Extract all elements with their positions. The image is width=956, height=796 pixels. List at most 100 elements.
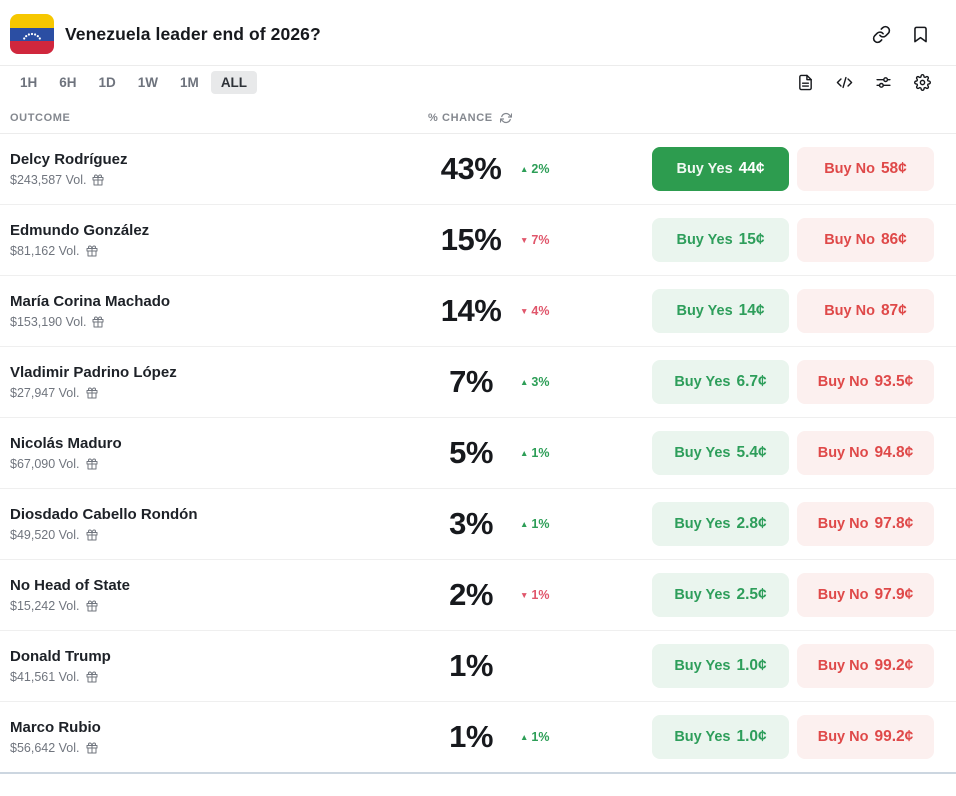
gift-icon[interactable]: [86, 742, 98, 754]
buy-yes-price: 2.5¢: [736, 586, 767, 603]
time-filter-tab-1d[interactable]: 1D: [89, 71, 126, 94]
chance-cell: 1%: [428, 648, 644, 684]
buy-no-price: 97.8¢: [874, 515, 914, 532]
outcome-name: Edmundo González: [10, 222, 150, 239]
buy-no-price: 93.5¢: [874, 373, 914, 390]
time-filter-tab-6h[interactable]: 6H: [49, 71, 86, 94]
gear-icon[interactable]: [912, 73, 932, 93]
header-actions: [869, 22, 932, 46]
time-filter-tab-all[interactable]: ALL: [210, 71, 258, 94]
time-filter-tab-1h[interactable]: 1H: [10, 71, 47, 94]
buy-no-price: 99.2¢: [874, 657, 914, 674]
bookmark-icon[interactable]: [908, 22, 932, 46]
buy-no-label: Buy No: [817, 729, 869, 745]
volume-text: $243,587 Vol.: [10, 173, 87, 187]
change-value: 7%: [531, 233, 550, 247]
buy-yes-button[interactable]: Buy Yes 1.0¢: [652, 644, 789, 688]
table-header: OUTCOME % CHANCE: [0, 99, 956, 134]
chance-cell: 3% 1%: [428, 506, 644, 542]
change-value: 3%: [531, 375, 550, 389]
gift-icon[interactable]: [86, 671, 98, 683]
buy-yes-price: 44¢: [738, 160, 765, 177]
buy-no-button[interactable]: Buy No 99.2¢: [797, 715, 934, 759]
outcome-volume: $56,642 Vol.: [10, 741, 420, 755]
view-icons: [795, 73, 932, 93]
buy-yes-label: Buy Yes: [674, 729, 731, 745]
buy-no-button[interactable]: Buy No 94.8¢: [797, 431, 934, 475]
outcome-volume: $27,947 Vol.: [10, 386, 420, 400]
section-divider: [0, 772, 956, 774]
chance-value: 1%: [449, 648, 493, 683]
table-row: Delcy Rodríguez $243,587 Vol. 43% 2% Buy…: [0, 134, 956, 205]
market-table-body: Delcy Rodríguez $243,587 Vol. 43% 2% Buy…: [0, 134, 956, 772]
outcome-cell: Diosdado Cabello Rondón $49,520 Vol.: [10, 506, 420, 542]
buy-yes-button[interactable]: Buy Yes 5.4¢: [652, 431, 789, 475]
outcome-cell: María Corina Machado $153,190 Vol.: [10, 293, 420, 329]
buy-yes-button[interactable]: Buy Yes 44¢: [652, 147, 789, 191]
chance-value: 7%: [449, 364, 493, 399]
buy-no-button[interactable]: Buy No 86¢: [797, 218, 934, 262]
change-arrow-icon: [520, 236, 528, 245]
gift-icon[interactable]: [92, 316, 104, 328]
sliders-icon[interactable]: [873, 73, 893, 93]
change-value: 2%: [531, 162, 550, 176]
gift-icon[interactable]: [92, 174, 104, 186]
gift-icon[interactable]: [86, 529, 98, 541]
buy-yes-price: 6.7¢: [736, 373, 767, 390]
refresh-icon[interactable]: [499, 112, 512, 124]
chance-cell: 15% 7%: [428, 222, 644, 258]
outcome-name: Marco Rubio: [10, 719, 101, 736]
buy-no-button[interactable]: Buy No 87¢: [797, 289, 934, 333]
volume-text: $56,642 Vol.: [10, 741, 80, 755]
change-arrow-icon: [520, 307, 528, 316]
time-filter-tab-1m[interactable]: 1M: [170, 71, 209, 94]
outcome-cell: Vladimir Padrino López $27,947 Vol.: [10, 364, 420, 400]
buy-yes-button[interactable]: Buy Yes 2.5¢: [652, 573, 789, 617]
buy-no-button[interactable]: Buy No 97.9¢: [797, 573, 934, 617]
buy-yes-button[interactable]: Buy Yes 15¢: [652, 218, 789, 262]
buy-yes-button[interactable]: Buy Yes 2.8¢: [652, 502, 789, 546]
change-value: 1%: [531, 446, 550, 460]
change-value: 1%: [531, 588, 550, 602]
document-icon[interactable]: [795, 73, 815, 93]
gift-icon[interactable]: [86, 458, 98, 470]
buy-no-button[interactable]: Buy No 99.2¢: [797, 644, 934, 688]
market-page: Venezuela leader end of 2026? 1H 6H 1D 1W 1M…: [0, 0, 956, 774]
change-indicator: 1%: [520, 588, 550, 602]
buy-yes-button[interactable]: Buy Yes 1.0¢: [652, 715, 789, 759]
buy-yes-price: 14¢: [738, 302, 765, 319]
change-indicator: 1%: [520, 517, 549, 531]
volume-text: $15,242 Vol.: [10, 599, 80, 613]
outcome-name: No Head of State: [10, 577, 131, 594]
buy-yes-button[interactable]: Buy Yes 14¢: [652, 289, 789, 333]
table-row: No Head of State $15,242 Vol. 2% 1% Buy …: [0, 560, 956, 631]
change-value: 1%: [531, 730, 550, 744]
time-filter-tab-1w[interactable]: 1W: [128, 71, 168, 94]
buy-no-button[interactable]: Buy No 97.8¢: [797, 502, 934, 546]
volume-text: $67,090 Vol.: [10, 457, 80, 471]
outcome-name: Delcy Rodríguez: [10, 151, 128, 168]
outcome-volume: $49,520 Vol.: [10, 528, 420, 542]
gift-icon[interactable]: [86, 600, 98, 612]
change-indicator: 2%: [520, 162, 550, 176]
gift-icon[interactable]: [86, 245, 98, 257]
buy-yes-button[interactable]: Buy Yes 6.7¢: [652, 360, 789, 404]
outcome-volume: $15,242 Vol.: [10, 599, 420, 613]
gift-icon[interactable]: [86, 387, 98, 399]
buy-no-button[interactable]: Buy No 93.5¢: [797, 360, 934, 404]
change-value: 4%: [531, 304, 550, 318]
change-arrow-icon: [520, 165, 528, 174]
outcome-cell: Marco Rubio $56,642 Vol.: [10, 719, 420, 755]
link-icon[interactable]: [869, 22, 893, 46]
outcome-volume: $67,090 Vol.: [10, 457, 420, 471]
chance-value: 3%: [449, 506, 493, 541]
code-icon[interactable]: [834, 73, 854, 93]
buy-no-label: Buy No: [824, 161, 875, 177]
chance-cell: 2% 1%: [428, 577, 644, 613]
chance-cell: 14% 4%: [428, 293, 644, 329]
volume-text: $49,520 Vol.: [10, 528, 80, 542]
chance-cell: 1% 1%: [428, 719, 644, 755]
buy-no-price: 86¢: [880, 231, 907, 248]
buy-yes-label: Buy Yes: [674, 516, 731, 532]
buy-no-button[interactable]: Buy No 58¢: [797, 147, 934, 191]
